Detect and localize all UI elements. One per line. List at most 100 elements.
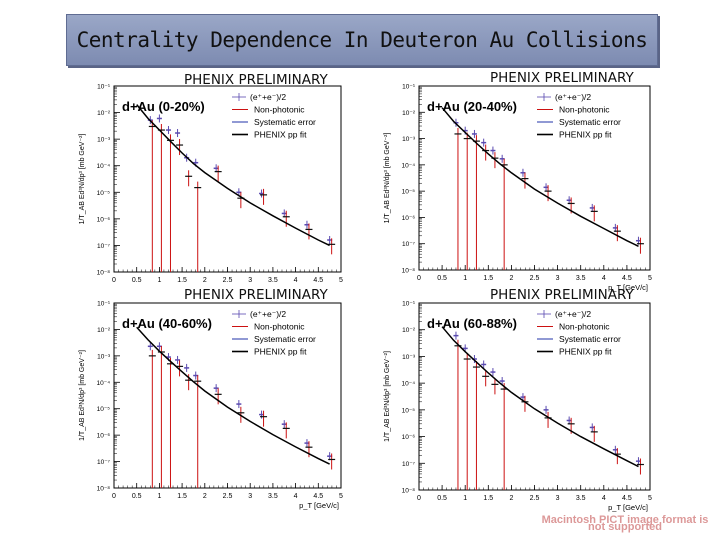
chart-panel-2: 0 0.5 1 1.5 2 2.5 3 3.5 4 4.5 5 10⁻¹ 10⁻² 10⁻³ 10⁻⁴ 10⁻… xyxy=(384,84,652,293)
x-tick-label: 2.5 xyxy=(223,277,233,284)
x-tick-label: 1 xyxy=(463,275,467,282)
y-tick-label: 10⁻² xyxy=(402,110,416,117)
legend-entry: Non-photonic xyxy=(559,322,610,332)
x-tick-label: 3 xyxy=(248,493,252,500)
x-tick-label: 3 xyxy=(248,277,252,284)
x-tick-label: 3.5 xyxy=(268,277,278,284)
legend-entry: Systematic error xyxy=(254,334,316,344)
plot-frame xyxy=(418,302,651,491)
y-tick-label: 10⁻² xyxy=(402,327,416,334)
x-tick-label: 4.5 xyxy=(622,275,632,282)
x-tick-label: 0 xyxy=(417,495,421,502)
x-tick-label: 0 xyxy=(112,493,116,500)
pp-fit-curve xyxy=(441,326,639,468)
y-axis-label: 1/T_AB Ed³N/dp³ [mb GeV⁻²] xyxy=(79,134,86,225)
x-tick-label: 3 xyxy=(556,275,560,282)
x-tick-label: 5 xyxy=(339,277,343,284)
x-tick-label: 4 xyxy=(294,277,298,284)
x-tick-label: 4 xyxy=(602,495,606,502)
pict-placeholder-stamp: Macintosh PICT image format is not suppo… xyxy=(541,514,709,533)
banner-panel-1: PHENIX PRELIMINARY xyxy=(184,72,328,88)
x-tick-label: 0.5 xyxy=(132,493,142,500)
y-tick-label: 10⁻⁷ xyxy=(97,459,111,466)
legend-entry: PHENIX pp fit xyxy=(254,347,307,357)
legend-entry: (e⁺+e⁻)/2 xyxy=(250,92,286,102)
legend-entry: Systematic error xyxy=(254,117,316,127)
pp-fit-curve xyxy=(441,107,639,247)
x-tick-label: 1 xyxy=(157,493,161,500)
y-tick-label: 10⁻⁴ xyxy=(97,380,111,387)
y-tick-label: 10⁻⁵ xyxy=(97,190,111,197)
legend-entry: Non-photonic xyxy=(559,105,610,115)
x-tick-label: 3.5 xyxy=(576,275,586,282)
legend-entry: Non-photonic xyxy=(254,322,305,332)
y-axis-label: 1/T_AB Ed³N/dp³ [mb GeV⁻²] xyxy=(384,351,391,442)
page-title-bar: Centrality Dependence In Deuteron Au Col… xyxy=(66,14,658,66)
x-axis-label: p_T [GeV/c] xyxy=(299,501,339,510)
y-axis-label: 1/T_AB Ed³N/dp³ [mb GeV⁻²] xyxy=(79,350,86,441)
x-tick-label: 0 xyxy=(112,277,116,284)
x-tick-label: 5 xyxy=(339,493,343,500)
x-tick-label: 1.5 xyxy=(177,277,187,284)
legend-entry: (e⁺+e⁻)/2 xyxy=(250,309,286,319)
y-tick-label: 10⁻⁶ xyxy=(402,434,416,441)
y-tick-label: 10⁻⁶ xyxy=(97,216,111,223)
y-tick-label: 10⁻⁴ xyxy=(402,162,416,169)
x-tick-label: 1 xyxy=(157,277,161,284)
panel-title: d+Au (0-20%) xyxy=(122,99,205,114)
y-tick-label: 10⁻² xyxy=(97,110,111,117)
x-tick-label: 1.5 xyxy=(177,493,187,500)
banner-panel-3: PHENIX PRELIMINARY xyxy=(184,287,328,303)
y-tick-label: 10⁻³ xyxy=(402,354,416,361)
y-tick-label: 10⁻⁵ xyxy=(402,189,416,196)
panel-title: d+Au (20-40%) xyxy=(427,99,517,114)
x-tick-label: 4 xyxy=(602,275,606,282)
x-tick-label: 0.5 xyxy=(437,495,447,502)
y-tick-label: 10⁻⁶ xyxy=(97,433,111,440)
x-tick-label: 1 xyxy=(463,495,467,502)
pp-fit-curve xyxy=(136,326,330,465)
x-tick-label: 2 xyxy=(203,277,207,284)
x-tick-label: 1.5 xyxy=(483,275,493,282)
chart-panel-3: 0 0.5 1 1.5 2 2.5 3 3.5 4 4.5 5 10⁻¹ 10⁻² 10⁻³ 10⁻⁴ 10⁻… xyxy=(79,301,343,511)
legend-entry: Systematic error xyxy=(559,117,621,127)
y-tick-label: 10⁻² xyxy=(97,327,111,334)
panel-title: d+Au (40-60%) xyxy=(122,316,212,331)
y-tick-label: 10⁻⁸ xyxy=(97,486,111,493)
x-tick-label: 3 xyxy=(556,495,560,502)
x-tick-label: 0.5 xyxy=(437,275,447,282)
x-tick-label: 2.5 xyxy=(530,495,540,502)
chart-panel-1: 0 0.5 1 1.5 2 2.5 3 3.5 4 4.5 5 10⁻¹ 10⁻² 10⁻³ 10⁻⁴ 10⁻… xyxy=(79,84,343,285)
y-tick-label: 10⁻³ xyxy=(97,137,111,144)
y-tick-label: 10⁻⁷ xyxy=(402,461,416,468)
page-title: Centrality Dependence In Deuteron Au Col… xyxy=(76,28,648,52)
x-tick-label: 5 xyxy=(648,275,652,282)
y-tick-label: 10⁻³ xyxy=(402,136,416,143)
y-tick-label: 10⁻¹ xyxy=(402,301,416,308)
x-axis-label: p_T [GeV/c] xyxy=(608,503,648,512)
y-tick-label: 10⁻¹ xyxy=(97,84,111,91)
x-tick-label: 4.5 xyxy=(622,495,632,502)
x-tick-label: 4.5 xyxy=(313,277,323,284)
legend-entry: Systematic error xyxy=(559,334,621,344)
panel-title: d+Au (60-88%) xyxy=(427,316,517,331)
x-tick-label: 3.5 xyxy=(576,495,586,502)
banner-panel-2: PHENIX PRELIMINARY xyxy=(490,70,634,86)
y-tick-label: 10⁻⁸ xyxy=(97,270,111,277)
y-tick-label: 10⁻⁷ xyxy=(97,243,111,250)
y-tick-label: 10⁻⁸ xyxy=(402,268,416,275)
y-tick-label: 10⁻⁴ xyxy=(402,381,416,388)
x-tick-label: 3.5 xyxy=(268,493,278,500)
x-tick-label: 0.5 xyxy=(132,277,142,284)
x-tick-label: 2 xyxy=(509,275,513,282)
x-tick-label: 4.5 xyxy=(313,493,323,500)
y-tick-label: 10⁻¹ xyxy=(97,301,111,308)
y-tick-label: 10⁻⁵ xyxy=(97,406,111,413)
legend-entry: Non-photonic xyxy=(254,105,305,115)
y-tick-label: 10⁻⁴ xyxy=(97,163,111,170)
legend-entry: PHENIX pp fit xyxy=(254,130,307,140)
y-tick-label: 10⁻¹ xyxy=(402,84,416,91)
y-tick-label: 10⁻⁶ xyxy=(402,215,416,222)
y-tick-label: 10⁻⁸ xyxy=(402,488,416,495)
